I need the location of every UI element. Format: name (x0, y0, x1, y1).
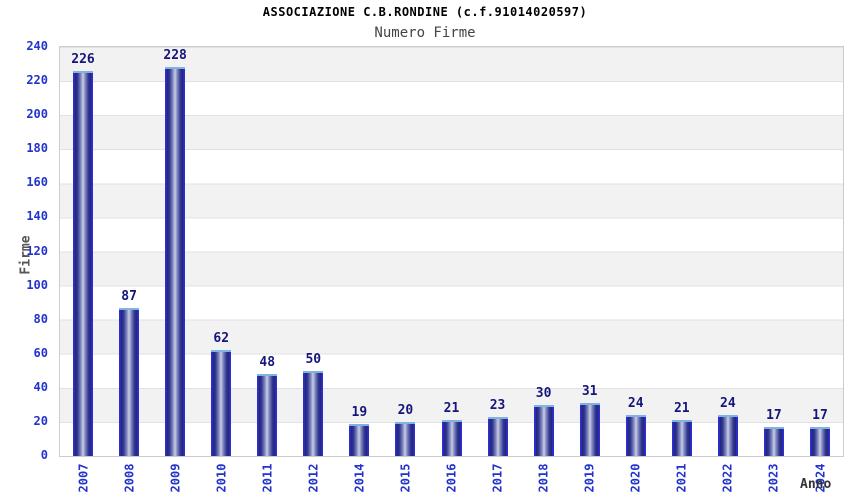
bar-value-label: 226 (71, 51, 95, 67)
x-tick-label: 2021 (674, 463, 689, 493)
y-tick-label: 140 (26, 209, 48, 224)
bar-value-label: 21 (673, 401, 690, 417)
y-tick-label: 220 (26, 73, 48, 88)
bar-2008 (119, 307, 140, 456)
bar-2012 (303, 370, 324, 456)
y-tick-label: 0 (40, 448, 48, 462)
x-tick-label: 2007 (76, 463, 91, 493)
bar-value-label: 30 (535, 385, 552, 401)
bar-2014 (349, 423, 370, 456)
x-tick-label: 2023 (766, 463, 781, 493)
bar-value-label: 50 (305, 351, 322, 367)
bar-2009 (165, 67, 186, 456)
bar-value-label: 24 (720, 396, 736, 412)
y-tick-label: 180 (26, 141, 48, 156)
x-axis-title: Anno (800, 477, 832, 492)
bar-2020 (625, 415, 646, 456)
y-tick-label: 160 (26, 175, 48, 190)
x-tick-label: 2022 (720, 463, 735, 493)
bar-2017 (487, 416, 508, 456)
bar-value-label: 19 (351, 404, 368, 420)
y-tick-label: 120 (26, 243, 48, 258)
y-tick-label: 100 (26, 277, 48, 292)
x-tick-label: 2012 (306, 463, 321, 493)
x-axis-ticks: 2007 2008 2009 2010 2011 2012 2014 2015 2016 2017… (60, 458, 843, 498)
chart-subtitle: Numero Firme (374, 25, 476, 41)
y-tick-label: 60 (33, 345, 48, 360)
bar-value-label: 21 (443, 401, 460, 417)
x-tick-label: 2018 (536, 463, 551, 493)
x-tick-label: 2019 (582, 463, 597, 493)
x-tick-label: 2009 (168, 463, 183, 493)
x-tick-label: 2008 (122, 463, 137, 493)
bar-value-label: 228 (163, 48, 187, 64)
bar-2018 (533, 404, 554, 456)
bar-value-label: 31 (581, 384, 598, 400)
y-tick-label: 40 (33, 379, 48, 394)
bar-value-label: 62 (213, 331, 230, 347)
chart-title: ASSOCIAZIONE C.B.RONDINE (c.f.9101402059… (262, 5, 588, 19)
bar-value-label: 48 (259, 355, 276, 371)
y-tick-label: 20 (33, 413, 48, 428)
bar-2023 (763, 427, 784, 456)
bar-2010 (211, 350, 232, 456)
y-tick-label: 80 (33, 311, 48, 326)
bar-value-label: 17 (766, 408, 782, 424)
bar-2021 (671, 420, 692, 456)
plot-area (59, 46, 844, 457)
bar-2007 (73, 70, 94, 456)
x-tick-label: 2017 (490, 463, 505, 493)
bar-2016 (441, 420, 462, 456)
bar-2024 (809, 427, 830, 456)
y-tick-label: 200 (26, 107, 48, 122)
x-tick-label: 2010 (214, 463, 229, 493)
bar-value-label: 87 (121, 288, 137, 304)
x-tick-label: 2015 (398, 463, 413, 493)
bar-2011 (257, 374, 278, 456)
y-tick-label: 240 (26, 39, 48, 53)
x-tick-label: 2014 (352, 463, 367, 493)
bar-2019 (579, 403, 600, 456)
x-tick-label: 2020 (628, 463, 643, 493)
y-axis-title: Firme (18, 235, 34, 275)
bar-2022 (717, 415, 738, 456)
bar-value-label: 23 (489, 397, 506, 413)
x-tick-label: 2011 (260, 463, 275, 493)
bar-value-label: 20 (397, 402, 414, 418)
y-axis-ticks: 0 20 40 60 80 100 120 140 160 180 200 220 240 (0, 0, 50, 500)
bar-value-label: 17 (812, 408, 828, 424)
bar-value-label: 24 (627, 396, 644, 412)
x-tick-label: 2016 (444, 463, 459, 493)
bars-layer: 226 87 228 62 48 50 19 20 21 23 30 31 24 21 24 17 17 (60, 47, 843, 456)
bar-2015 (395, 421, 416, 456)
